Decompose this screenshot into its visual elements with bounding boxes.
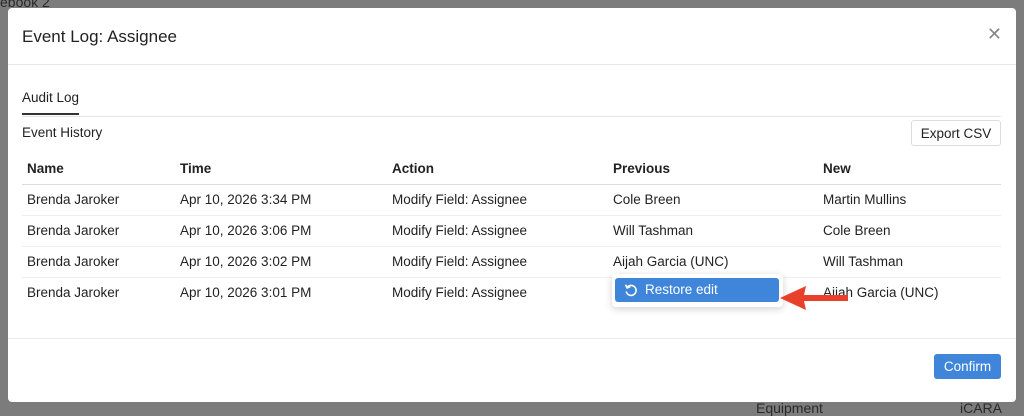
table-cell: Will Tashman (608, 215, 818, 247)
footer-divider (8, 338, 1016, 339)
context-menu: Restore edit (612, 274, 783, 307)
event-log-dialog: Event Log: Assignee ✕ Audit Log Event Hi… (8, 8, 1016, 402)
table-row[interactable]: Brenda Jaroker Apr 10, 2026 3:34 PM Modify… (22, 184, 1001, 216)
table-cell: Modify Field: Assignee (387, 215, 608, 247)
restore-edit-label: Restore edit (645, 282, 718, 297)
table-cell: Modify Field: Assignee (392, 285, 528, 301)
divider (8, 64, 1016, 65)
close-icon[interactable]: ✕ (986, 24, 1002, 44)
tab-divider (22, 116, 1001, 117)
table-cell: Cole Breen (608, 184, 818, 216)
confirm-button[interactable]: Confirm (934, 354, 1001, 379)
table-cell: Aijah Garcia (UNC) (608, 246, 818, 278)
table-cell: Brenda Jaroker (22, 215, 175, 247)
dialog-title: Event Log: Assignee (22, 27, 178, 46)
column-header: Previous (608, 153, 818, 185)
background-label: Equipment (756, 400, 823, 416)
table-cell: Aijah Garcia (UNC) (823, 285, 939, 301)
table-cell: Apr 10, 2026 3:01 PM (180, 285, 312, 301)
background-value: iCARA (960, 400, 1003, 416)
table-cell: Modify Field: Assignee (387, 246, 608, 278)
table-cell: Will Tashman (818, 246, 1001, 278)
tab-audit-log[interactable]: Audit Log (22, 90, 80, 115)
table-cell: Apr 10, 2026 3:06 PM (175, 215, 387, 247)
background-tab: ebook 2 (0, 0, 50, 10)
restore-edit-menu-item[interactable]: Restore edit (615, 278, 779, 302)
table-cell: Apr 10, 2026 3:34 PM (175, 184, 387, 216)
table-row[interactable]: Brenda Jaroker Apr 10, 2026 3:02 PM Modify… (22, 246, 1001, 278)
export-csv-button[interactable]: Export CSV (911, 120, 1001, 146)
table-cell: Brenda Jaroker (22, 246, 175, 278)
table-cell: Modify Field: Assignee (387, 184, 608, 216)
table-cell: Apr 10, 2026 3:02 PM (175, 246, 387, 278)
table-cell: Brenda Jaroker (27, 285, 120, 301)
column-header: Time (175, 153, 387, 185)
undo-icon (624, 284, 637, 297)
table-cell: Brenda Jaroker (22, 184, 175, 216)
column-header: Action (387, 153, 608, 185)
table-cell: Cole Breen (818, 215, 1001, 247)
column-header: Name (22, 153, 175, 185)
annotation-arrow-icon (780, 286, 848, 310)
table-cell: Martin Mullins (818, 184, 1001, 216)
column-header: New (818, 153, 1001, 185)
section-title: Event History (22, 125, 103, 140)
table-row[interactable]: Brenda Jaroker Apr 10, 2026 3:01 PM Modify… (22, 277, 1001, 308)
table-row[interactable]: Brenda Jaroker Apr 10, 2026 3:06 PM Modify… (22, 215, 1001, 247)
event-table: Name Time Action Previous New Brenda Jaroker… (22, 153, 1001, 308)
